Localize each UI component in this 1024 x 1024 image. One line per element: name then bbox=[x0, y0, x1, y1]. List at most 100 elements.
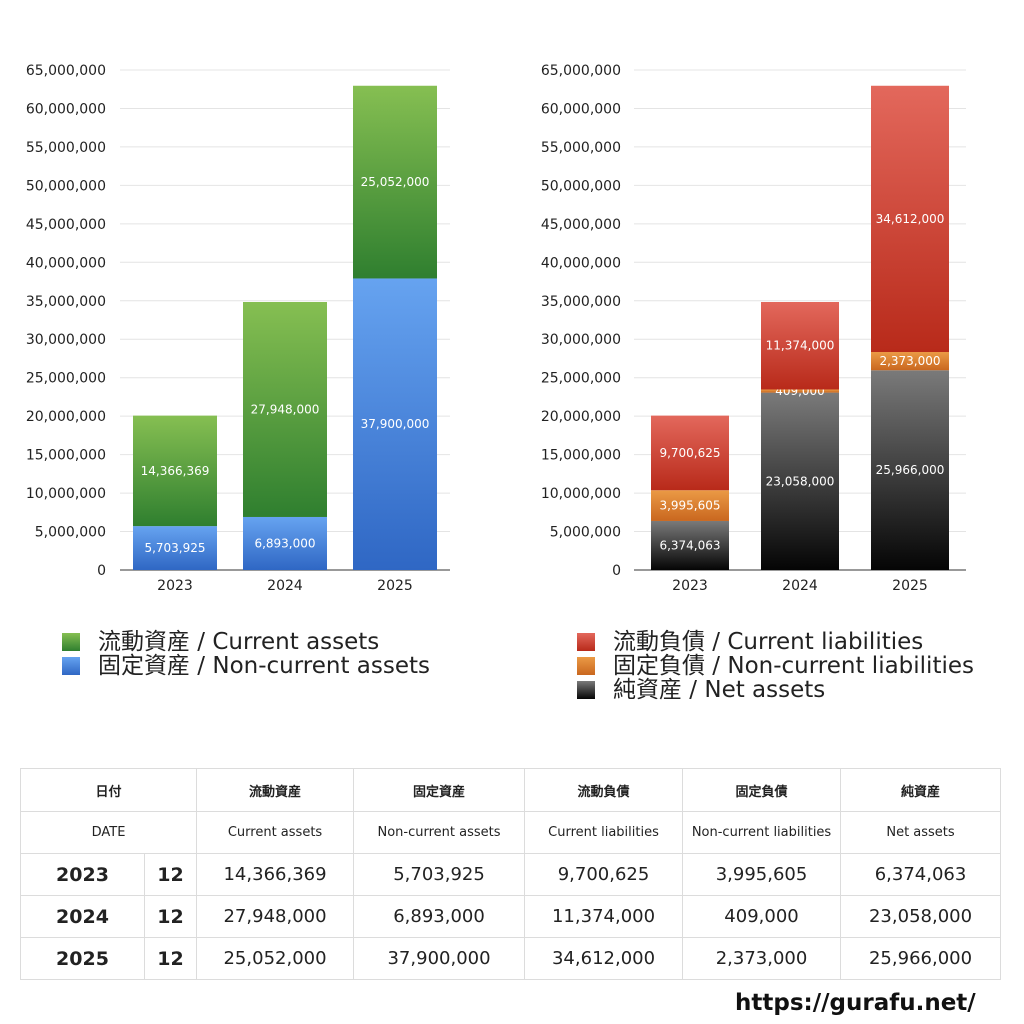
bar-segment bbox=[133, 415, 217, 527]
data-label: 37,900,000 bbox=[361, 417, 430, 431]
bar-segment bbox=[243, 301, 327, 517]
data-label: 3,995,605 bbox=[659, 499, 720, 513]
y-tick-label: 35,000,000 bbox=[26, 294, 106, 310]
data-label: 27,948,000 bbox=[251, 402, 320, 416]
cell-current-liabilities: 11,374,000 bbox=[524, 895, 684, 938]
legend-liabilities: 流動負債 / Current liabilities 固定負債 / Non-cu… bbox=[577, 630, 974, 702]
y-tick-label: 50,000,000 bbox=[541, 178, 621, 194]
legend-item-non-current-assets: 固定資産 / Non-current assets bbox=[62, 654, 430, 678]
y-tick-label: 55,000,000 bbox=[26, 140, 106, 156]
y-tick-label: 10,000,000 bbox=[26, 486, 106, 502]
header-net-assets-en: Net assets bbox=[840, 811, 1002, 854]
data-label: 25,052,000 bbox=[361, 175, 430, 189]
header-current-liabilities-ja: 流動負債 bbox=[524, 768, 684, 812]
legend-item-non-current-liabilities: 固定負債 / Non-current liabilities bbox=[577, 654, 974, 678]
bar-segment bbox=[761, 392, 839, 570]
row-month: 12 bbox=[143, 937, 198, 980]
legend-label-current-assets: 流動資産 / Current assets bbox=[98, 629, 380, 655]
y-tick-label: 35,000,000 bbox=[541, 294, 621, 310]
data-label: 6,893,000 bbox=[254, 536, 315, 550]
y-tick-label: 25,000,000 bbox=[26, 371, 106, 387]
table-row: 2023 12 14,366,369 5,703,925 9,700,625 3… bbox=[20, 853, 1002, 896]
chart-1: 0 5,000,000 10,000,000 15,000,000 20,000,000… bbox=[26, 63, 450, 594]
legend-swatch-current-liabilities bbox=[577, 633, 595, 651]
data-label: 14,366,369 bbox=[141, 464, 210, 478]
header-date-ja: 日付 bbox=[19, 768, 198, 812]
y-tick-label: 30,000,000 bbox=[541, 332, 621, 348]
cell-non-current-assets: 6,893,000 bbox=[353, 895, 526, 938]
cell-net-assets: 6,374,063 bbox=[840, 853, 1002, 896]
row-month: 12 bbox=[143, 853, 198, 896]
stacked-bar-charts: 0 5,000,000 10,000,000 15,000,000 20,000,000… bbox=[26, 63, 966, 594]
bar-segment bbox=[871, 85, 949, 353]
header-non-current-assets-ja: 固定資産 bbox=[353, 768, 526, 812]
row-year: 2025 bbox=[20, 937, 145, 980]
x-tick-label: 2024 bbox=[782, 578, 818, 594]
data-label: 34,612,000 bbox=[876, 212, 945, 226]
cell-non-current-liabilities: 3,995,605 bbox=[682, 853, 842, 896]
table-row: 2025 12 25,052,000 37,900,000 34,612,000… bbox=[20, 937, 1002, 980]
x-tick-label: 2025 bbox=[892, 578, 928, 594]
site-url: https://gurafu.net/ bbox=[735, 990, 976, 1016]
legend-swatch-net-assets bbox=[577, 681, 595, 699]
x-tick-label: 2024 bbox=[267, 578, 303, 594]
y-tick-label: 0 bbox=[97, 563, 106, 579]
y-tick-label: 0 bbox=[612, 563, 621, 579]
y-tick-label: 65,000,000 bbox=[26, 63, 106, 79]
chart-2: 0 5,000,000 10,000,000 15,000,000 20,000,000… bbox=[541, 63, 966, 594]
header-current-assets-en: Current assets bbox=[196, 811, 355, 854]
y-tick-label: 20,000,000 bbox=[541, 409, 621, 425]
cell-non-current-liabilities: 409,000 bbox=[682, 895, 842, 938]
cell-non-current-assets: 37,900,000 bbox=[353, 937, 526, 980]
row-year: 2024 bbox=[20, 895, 145, 938]
y-tick-label: 5,000,000 bbox=[35, 525, 106, 541]
cell-current-liabilities: 9,700,625 bbox=[524, 853, 684, 896]
legend-item-current-liabilities: 流動負債 / Current liabilities bbox=[577, 630, 974, 654]
header-non-current-assets-en: Non-current assets bbox=[353, 811, 526, 854]
row-year: 2023 bbox=[20, 853, 145, 896]
bar-segment bbox=[651, 415, 729, 491]
legend-item-net-assets: 純資産 / Net assets bbox=[577, 678, 974, 702]
y-tick-label: 15,000,000 bbox=[26, 448, 106, 464]
bar-segment bbox=[761, 389, 839, 393]
bar-segment bbox=[871, 370, 949, 570]
y-tick-label: 60,000,000 bbox=[541, 101, 621, 117]
legend-label-non-current-assets: 固定資産 / Non-current assets bbox=[98, 653, 431, 679]
legend-label-current-liabilities: 流動負債 / Current liabilities bbox=[613, 629, 924, 655]
cell-current-assets: 14,366,369 bbox=[196, 853, 355, 896]
data-label: 9,700,625 bbox=[659, 446, 720, 460]
bar-segment bbox=[133, 526, 217, 570]
y-tick-label: 45,000,000 bbox=[541, 217, 621, 233]
data-label: 2,373,000 bbox=[879, 354, 940, 368]
cell-net-assets: 25,966,000 bbox=[840, 937, 1002, 980]
cell-current-liabilities: 34,612,000 bbox=[524, 937, 684, 980]
legend-label-net-assets: 純資産 / Net assets bbox=[613, 677, 826, 703]
header-date-en: DATE bbox=[19, 811, 198, 854]
bar-segment bbox=[353, 278, 437, 570]
y-tick-label: 45,000,000 bbox=[26, 217, 106, 233]
y-tick-label: 55,000,000 bbox=[541, 140, 621, 156]
data-label: 25,966,000 bbox=[876, 463, 945, 477]
row-month: 12 bbox=[143, 895, 198, 938]
data-label: 5,703,925 bbox=[144, 541, 205, 555]
y-tick-label: 10,000,000 bbox=[541, 486, 621, 502]
header-current-assets-ja: 流動資産 bbox=[196, 768, 355, 812]
data-label: 23,058,000 bbox=[766, 474, 835, 488]
legend-item-current-assets: 流動資産 / Current assets bbox=[62, 630, 430, 654]
table-header-row-en: DATE Current assets Non-current assets C… bbox=[19, 811, 1002, 854]
x-tick-label: 2025 bbox=[377, 578, 413, 594]
cell-current-assets: 25,052,000 bbox=[196, 937, 355, 980]
bar-segment bbox=[871, 352, 949, 371]
legend-swatch-current-assets bbox=[62, 633, 80, 651]
bar-segment bbox=[243, 516, 327, 570]
y-tick-label: 15,000,000 bbox=[541, 448, 621, 464]
header-non-current-liabilities-ja: 固定負債 bbox=[682, 768, 842, 812]
y-tick-label: 50,000,000 bbox=[26, 178, 106, 194]
y-tick-label: 40,000,000 bbox=[26, 255, 106, 271]
bar-segment bbox=[651, 490, 729, 521]
y-tick-label: 30,000,000 bbox=[26, 332, 106, 348]
y-tick-label: 65,000,000 bbox=[541, 63, 621, 79]
data-label: 11,374,000 bbox=[766, 339, 835, 353]
legend-swatch-non-current-assets bbox=[62, 657, 80, 675]
header-current-liabilities-en: Current liabilities bbox=[524, 811, 684, 854]
